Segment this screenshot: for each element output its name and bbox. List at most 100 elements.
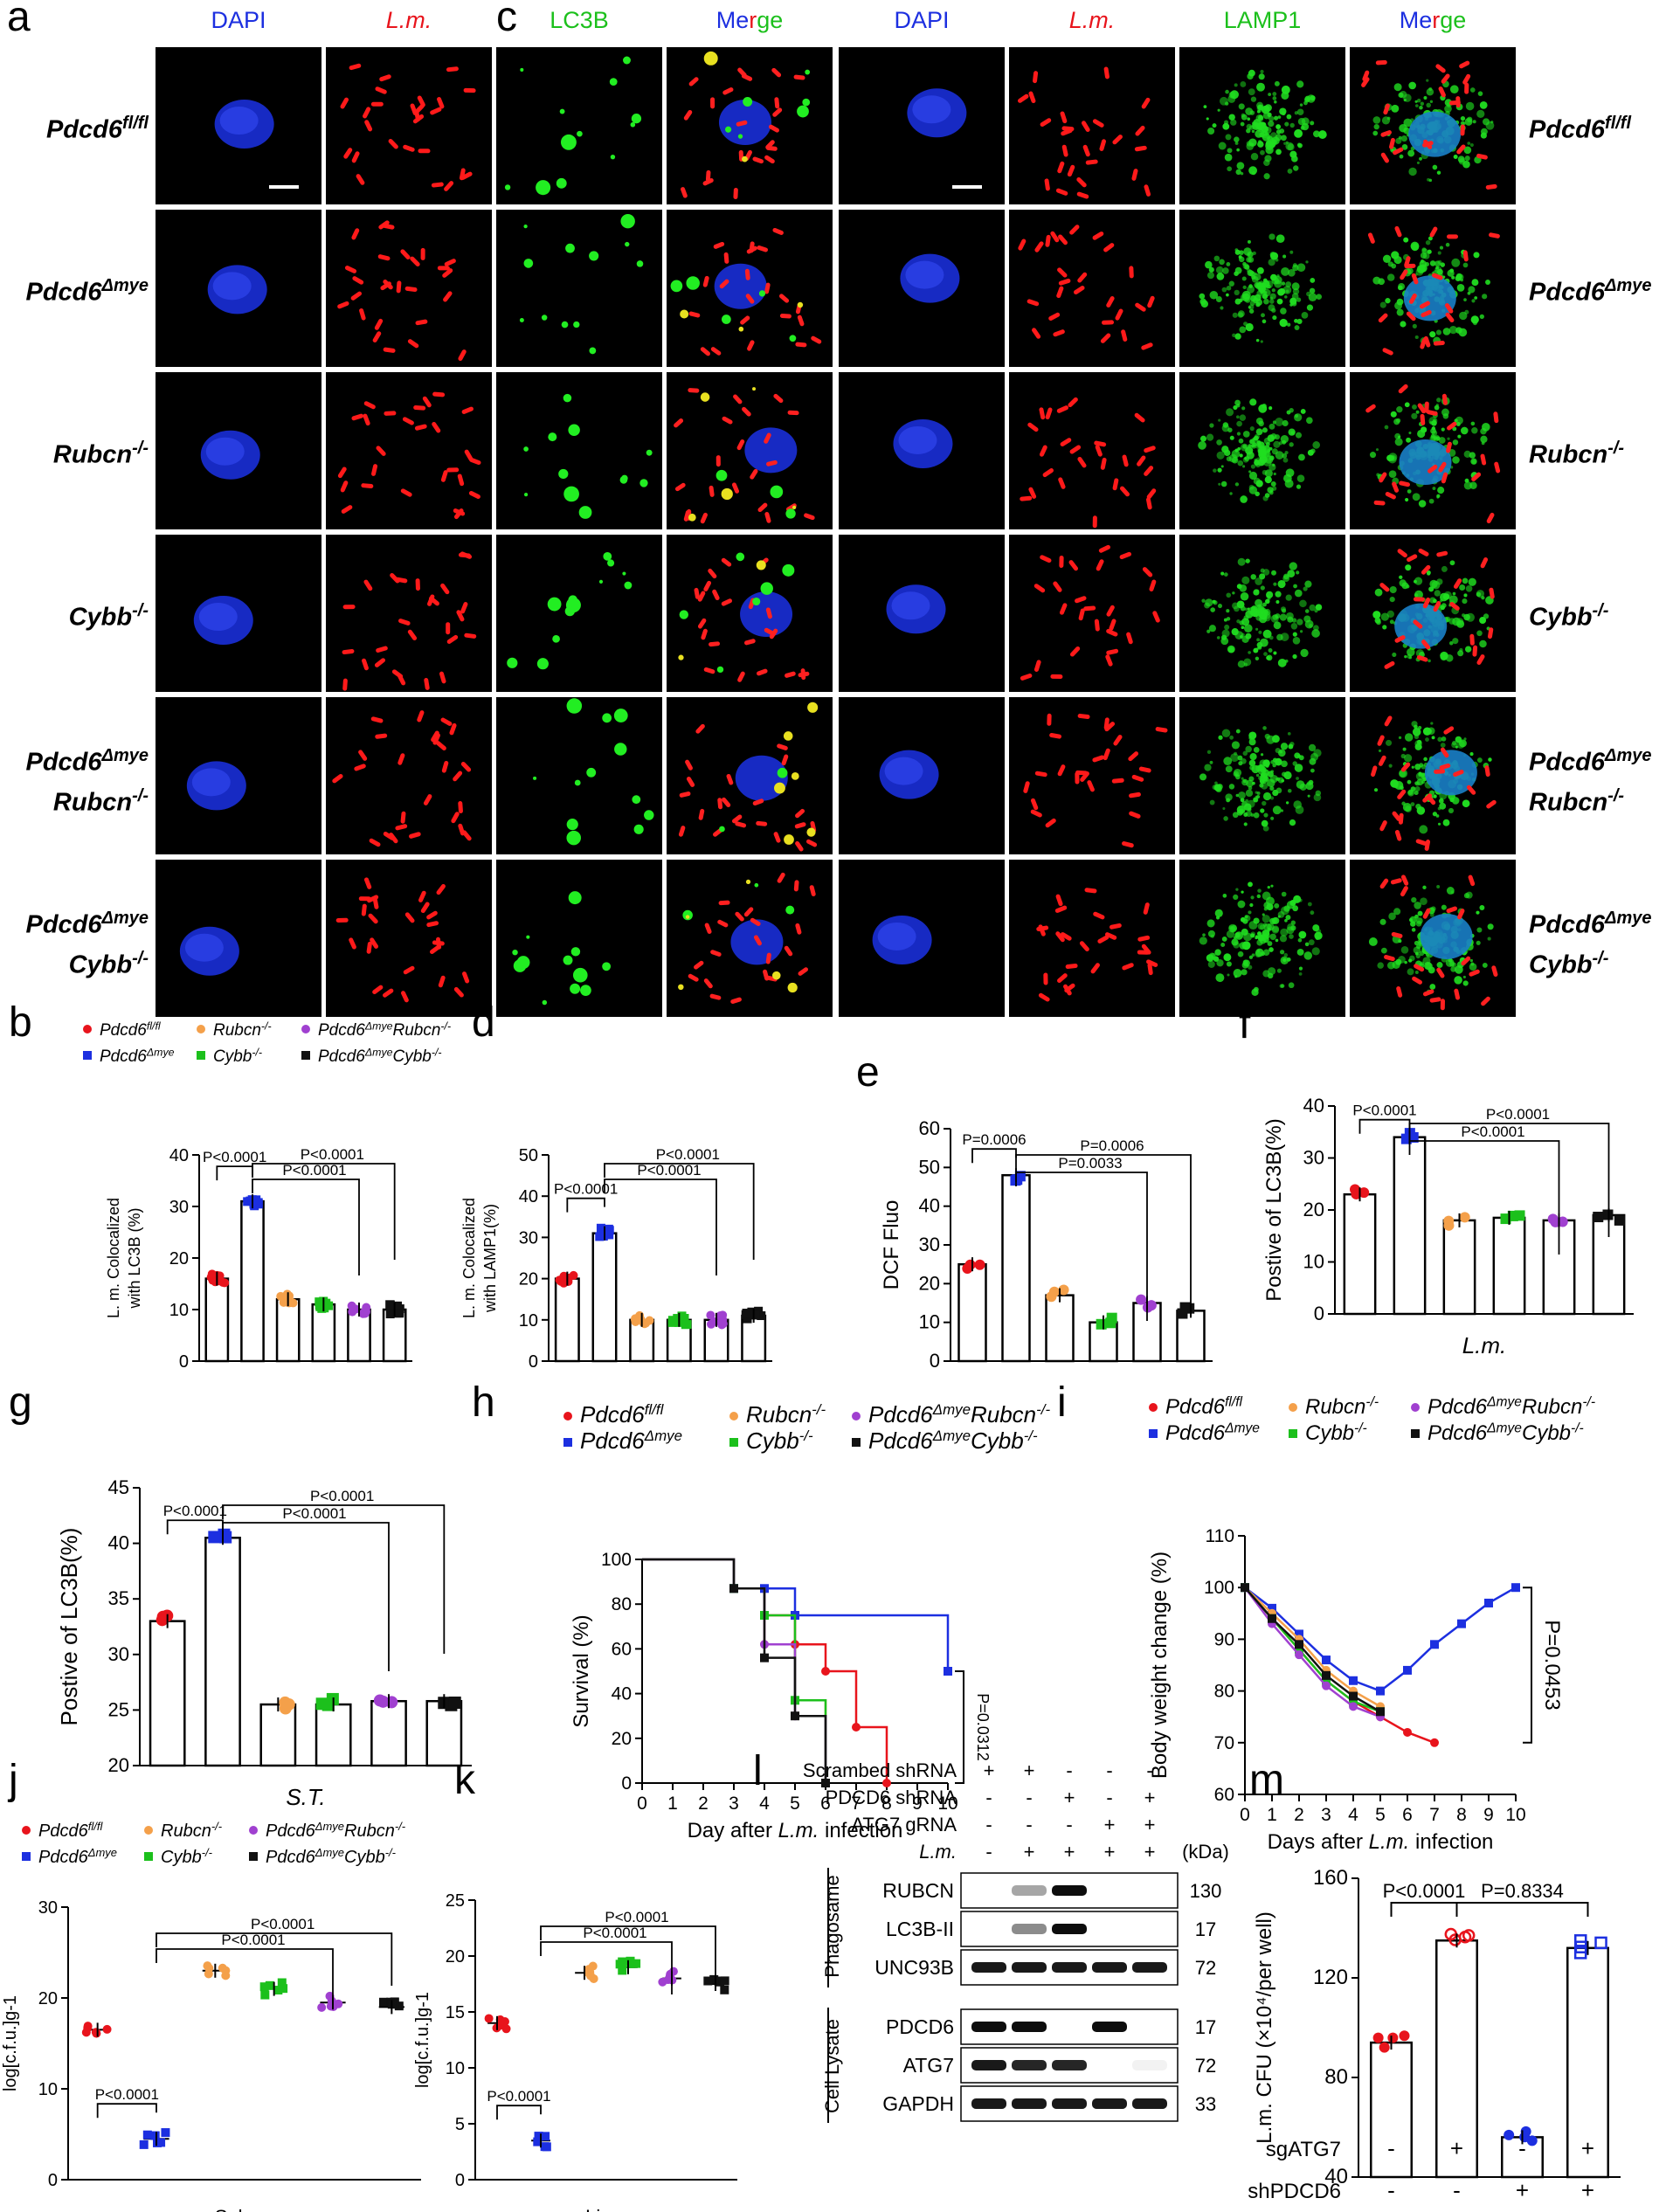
data-point xyxy=(1520,2126,1531,2137)
data-point xyxy=(276,1291,286,1301)
legend-label: Pdcd6ΔmyeRubcn-/- xyxy=(266,1820,406,1841)
significance-bracket xyxy=(604,1179,717,1275)
data-point xyxy=(1573,1946,1587,1960)
data-point xyxy=(1349,1697,1358,1706)
data-point xyxy=(632,1959,641,1968)
blot-band xyxy=(1012,1885,1047,1896)
p-value: P<0.0001 xyxy=(637,1162,701,1179)
data-point xyxy=(852,1438,861,1447)
y-tick-label: 40 xyxy=(108,1532,129,1554)
panel-label-h: h xyxy=(472,1379,495,1426)
y-tick-label: 30 xyxy=(169,1198,189,1217)
blot-band xyxy=(971,2060,1006,2070)
y-tick-label: 30 xyxy=(1303,1147,1324,1169)
panel-label-g: g xyxy=(9,1379,32,1426)
blot-band xyxy=(1092,2022,1127,2032)
data-point xyxy=(586,1971,596,1980)
bar xyxy=(1492,1216,1526,1316)
data-point xyxy=(1430,1738,1439,1747)
p-value: P<0.0001 xyxy=(1383,1880,1466,1902)
legend-label: Pdcd6ΔmyeCybb-/- xyxy=(1428,1421,1584,1445)
data-point xyxy=(211,1277,220,1287)
series-line xyxy=(642,1558,827,1783)
series-line xyxy=(642,1558,827,1783)
condition-value: + xyxy=(1581,2135,1594,2161)
data-point xyxy=(161,2128,170,2138)
micrograph-lc3-row-1 xyxy=(496,210,662,367)
row-label-4: Pdcd6Δmye Rubcn-/- xyxy=(25,746,149,817)
data-point xyxy=(249,1826,258,1835)
data-point xyxy=(964,1259,976,1270)
data-point xyxy=(605,1226,614,1235)
condition-value: - xyxy=(1146,1759,1152,1781)
y-tick-label: 0 xyxy=(930,1350,940,1372)
p-value: P=0.0033 xyxy=(1058,1155,1122,1172)
significance-bracket xyxy=(1390,1902,1458,1917)
blot-band xyxy=(1052,2098,1087,2109)
data-point xyxy=(1504,2129,1515,2140)
data-point xyxy=(259,1982,269,1992)
band-label: GAPDH xyxy=(882,2092,954,2115)
micrograph-lm-row-2 xyxy=(326,372,492,529)
bar xyxy=(554,1277,580,1363)
condition-value: + xyxy=(1581,2177,1594,2203)
data-point xyxy=(277,1978,287,1987)
bar xyxy=(1001,1173,1031,1363)
data-point xyxy=(667,1316,677,1325)
p-value: P=0.0006 xyxy=(962,1131,1026,1148)
legend-label: Pdcd6ΔmyeRubcn-/- xyxy=(318,1020,451,1040)
significance-bracket xyxy=(216,1165,253,1181)
y-axis-label: log[c.f.u.]g-1 xyxy=(413,1992,432,2088)
micrograph-dapi-row-1 xyxy=(839,210,1005,367)
data-point xyxy=(1462,1929,1476,1942)
x-tick-label: 0 xyxy=(637,1794,647,1814)
data-point xyxy=(153,2138,162,2147)
data-point xyxy=(618,1966,627,1975)
legend-label: Cybb-/- xyxy=(213,1046,262,1066)
data-point xyxy=(563,1438,572,1447)
data-point xyxy=(315,1302,325,1311)
bar xyxy=(259,1703,297,1767)
data-point xyxy=(658,1977,667,1987)
condition-value: - xyxy=(1066,1759,1072,1781)
y-tick-label: 80 xyxy=(1324,2065,1348,2089)
scale-bar xyxy=(952,185,982,189)
significance-bracket xyxy=(1455,1902,1589,1917)
data-point xyxy=(645,1316,654,1325)
micrograph-lamp-row-2 xyxy=(1179,372,1345,529)
y-tick-label: 10 xyxy=(919,1311,940,1333)
significance-bracket xyxy=(540,1925,716,1979)
bar xyxy=(240,1199,265,1363)
y-tick-label: 90 xyxy=(1214,1629,1234,1649)
data-point xyxy=(1149,1403,1158,1412)
y-tick-label: 60 xyxy=(612,1639,632,1659)
bar xyxy=(311,1303,336,1363)
data-point xyxy=(1430,1640,1439,1649)
data-point xyxy=(1322,1670,1331,1680)
bar xyxy=(275,1297,301,1363)
condition-value: + xyxy=(1144,1787,1156,1808)
condition-value: - xyxy=(1026,1787,1032,1808)
y-tick-label: 0 xyxy=(621,1773,632,1794)
data-point xyxy=(1014,1171,1026,1182)
data-point xyxy=(220,1278,230,1288)
x-tick-label: 9 xyxy=(1483,1805,1494,1825)
data-point xyxy=(501,2024,511,2034)
condition-value: + xyxy=(1024,1841,1035,1863)
western-blot: Scrambed shRNA + + - - - PDCD6 shRNA - - + - + ATG7 … xyxy=(803,1759,1229,2123)
data-point xyxy=(1376,1707,1385,1717)
chart-m: 40 80 120 160 P<0.0001 P=0.8334 L.m. CFU (×10⁴… xyxy=(1253,1866,1621,2188)
data-point xyxy=(22,1826,31,1835)
group-label: Phagosame xyxy=(821,1875,843,1977)
p-value: P<0.0001 xyxy=(1352,1103,1416,1119)
data-point xyxy=(1295,1640,1303,1649)
data-point xyxy=(615,1960,625,1969)
y-tick-label: 80 xyxy=(612,1594,632,1614)
p-value: P<0.0001 xyxy=(310,1488,374,1504)
condition-value: + xyxy=(1516,2177,1529,2203)
significance-bracket xyxy=(1015,1172,1148,1321)
y-tick-label: 100 xyxy=(1204,1578,1234,1598)
micrograph-lm-row-1 xyxy=(1009,210,1175,367)
